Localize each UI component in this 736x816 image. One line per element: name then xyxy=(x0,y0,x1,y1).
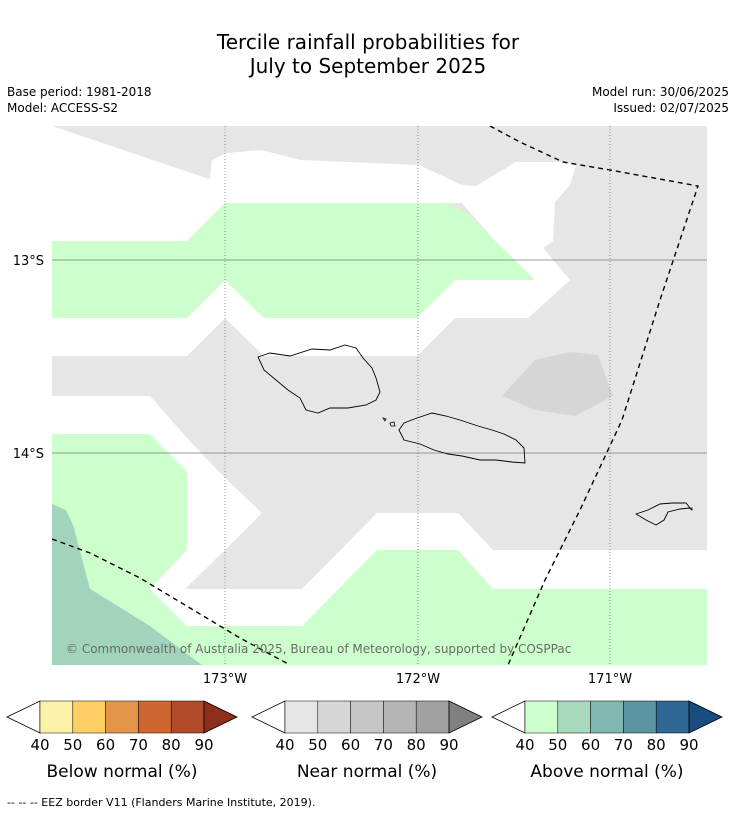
tutuila-island xyxy=(634,502,691,526)
eez-border xyxy=(52,126,699,665)
title-line-2: July to September 2025 xyxy=(249,54,487,78)
colorbar-segment xyxy=(138,700,172,734)
colorbar-segment xyxy=(383,700,417,734)
colorbar-segment xyxy=(524,700,559,734)
lon-label-173w: 173°W xyxy=(203,672,247,687)
chart-title: Tercile rainfall probabilities for July … xyxy=(0,30,736,78)
colorbar-tick-label: 90 xyxy=(194,736,213,754)
manono-island xyxy=(382,417,387,422)
colorbar-segment xyxy=(655,700,690,734)
copyright-text: © Commonwealth of Australia 2025, Bureau… xyxy=(66,642,571,656)
upolu-island xyxy=(398,412,526,464)
colorbar-segment xyxy=(39,700,74,734)
colorbar-caption: Near normal (%) xyxy=(297,762,437,782)
meta-right: Model run: 30/06/2025 Issued: 02/07/2025 xyxy=(592,84,729,116)
above-normal-north-region xyxy=(52,203,535,318)
colorbar-tick-label: 80 xyxy=(407,736,426,754)
model-run: Model run: 30/06/2025 xyxy=(591,85,729,99)
colorbar-tick-label: 70 xyxy=(129,736,148,754)
map-area: © Commonwealth of Australia 2025, Bureau… xyxy=(52,126,707,665)
colorbar-tick-label: 60 xyxy=(581,736,600,754)
colorbar-tick-label: 70 xyxy=(614,736,633,754)
colorbar-tick-label: 60 xyxy=(96,736,115,754)
colorbar-tick-label: 40 xyxy=(515,736,534,754)
colorbar-segment xyxy=(350,700,384,734)
colorbar-tick-label: 80 xyxy=(162,736,181,754)
legend-below-normal: 40 50 60 70 80 90 Below normal (%) xyxy=(6,700,238,782)
colorbar-tick-label: 60 xyxy=(341,736,360,754)
colorbar-segment xyxy=(590,700,624,734)
colorbar-tick-label: 70 xyxy=(374,736,393,754)
lat-label-14s: 14°S xyxy=(13,447,44,462)
colorbar-tick-label: 40 xyxy=(30,736,49,754)
eez-note: -- -- -- EEZ border V11 (Flanders Marine… xyxy=(7,796,316,809)
aunuu-island xyxy=(687,507,693,511)
near-normal-50-region xyxy=(502,352,613,416)
colorbar-segment xyxy=(284,700,319,734)
colorbar-left-arrow xyxy=(491,700,526,734)
colorbar-segment xyxy=(415,700,450,734)
graticule xyxy=(52,126,707,665)
issued-date: Issued: 02/07/2025 xyxy=(613,101,729,115)
legend-above-normal: 40 50 60 70 80 90 Above normal (%) xyxy=(491,700,723,782)
white-band-south xyxy=(150,589,187,626)
colorbar-segment xyxy=(105,700,139,734)
above-normal-50-region xyxy=(52,504,202,665)
colorbar-tick-label: 50 xyxy=(63,736,82,754)
colorbar-right-arrow xyxy=(688,700,723,734)
colorbar-tick-label: 50 xyxy=(548,736,567,754)
colorbar-tick-label: 80 xyxy=(647,736,666,754)
base-period: Base period: 1981-2018 xyxy=(7,85,152,99)
colorbar-caption: Above normal (%) xyxy=(530,762,683,782)
colorbar-segment xyxy=(170,700,205,734)
model-name: Model: ACCESS-S2 xyxy=(7,101,119,115)
colorbar-segment xyxy=(72,700,106,734)
colorbar-left-arrow xyxy=(6,700,41,734)
lat-label-13s: 13°S xyxy=(13,254,44,269)
colorbar-tick-label: 50 xyxy=(308,736,327,754)
colorbar-tick-label: 90 xyxy=(439,736,458,754)
colorbar-right-arrow xyxy=(448,700,483,734)
savaii-island xyxy=(257,344,381,414)
title-line-1: Tercile rainfall probabilities for xyxy=(216,30,520,54)
colorbar-right-arrow xyxy=(203,700,238,734)
white-band-north xyxy=(52,150,576,356)
colorbar-segment xyxy=(557,700,591,734)
lon-label-171w: 171°W xyxy=(588,672,632,687)
lon-label-172w: 172°W xyxy=(396,672,440,687)
colorbar-segment xyxy=(623,700,657,734)
meta-left: Base period: 1981-2018 Model: ACCESS-S2 xyxy=(7,84,152,116)
colorbar-left-arrow xyxy=(251,700,286,734)
above-normal-south-region xyxy=(187,550,707,665)
colorbar-caption: Below normal (%) xyxy=(47,762,198,782)
colorbar-segment xyxy=(317,700,351,734)
colorbar-tick-label: 40 xyxy=(275,736,294,754)
colorbar-tick-label: 90 xyxy=(679,736,698,754)
apolima-island xyxy=(389,421,396,427)
